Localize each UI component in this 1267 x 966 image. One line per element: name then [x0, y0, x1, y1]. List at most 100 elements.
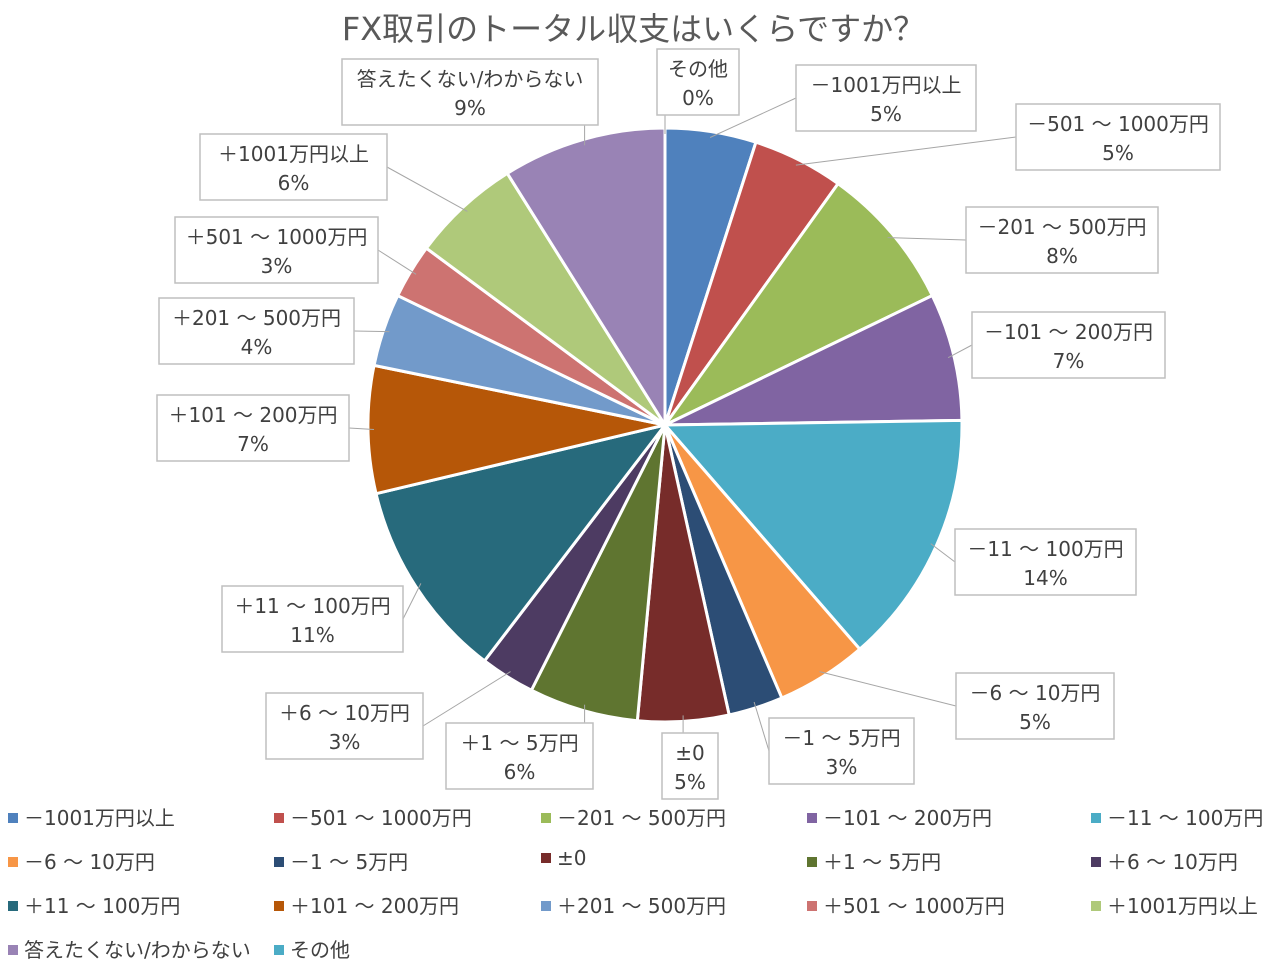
data-label-percent: 3% — [826, 755, 858, 779]
data-label-category: ＋501 ～ 1000万円 — [186, 225, 368, 249]
data-labels: －1001万円以上 5% －501 ～ 1000万円 5% －201 ～ 500万円 8%… — [156, 48, 1221, 800]
legend-item: ＋1001万円以上 — [1091, 890, 1258, 919]
pie-slice — [664, 293, 964, 427]
data-label: その他 0% — [656, 48, 740, 116]
leader-line — [887, 237, 967, 241]
data-label-percent: 6% — [278, 171, 310, 195]
data-label-category: ＋11 ～ 100万円 — [234, 594, 390, 618]
data-label-box — [768, 717, 915, 785]
legend-swatch — [274, 900, 284, 911]
legend-label: その他 — [290, 938, 350, 962]
legend-swatch — [8, 812, 18, 823]
legend-item: ＋201 ～ 500万円 — [541, 890, 726, 919]
data-label: ＋501 ～ 1000万円 3% — [174, 216, 379, 284]
data-label-percent: 9% — [454, 96, 486, 120]
data-label-percent: 14% — [1023, 566, 1067, 590]
legend-item: ＋11 ～ 100万円 — [8, 890, 180, 919]
leader-line — [930, 543, 956, 563]
legend-swatch — [274, 812, 284, 823]
data-label: －501 ～ 1000万円 5% — [1015, 103, 1221, 171]
data-label-category: －501 ～ 1000万円 — [1027, 112, 1209, 136]
leader-line — [795, 136, 1017, 166]
legend-item: －11 ～ 100万円 — [1091, 802, 1263, 831]
legend-item: －501 ～ 1000万円 — [274, 802, 472, 831]
legend-item: ＋6 ～ 10万円 — [1091, 846, 1238, 875]
legend-swatch — [807, 812, 817, 823]
legend-item: ＋501 ～ 1000万円 — [807, 890, 1005, 919]
data-label: －6 ～ 10万円 5% — [955, 672, 1115, 740]
legend-label: ±0 — [557, 846, 587, 870]
legend-label: ＋6 ～ 10万円 — [1107, 850, 1238, 874]
chart-title: FX取引のトータル収支はいくらですか？ — [341, 10, 926, 48]
pie-slice — [663, 181, 935, 427]
data-label-category: －101 ～ 200万円 — [984, 320, 1153, 344]
pie-slice — [505, 126, 667, 431]
legend-label: ＋1 ～ 5万円 — [823, 850, 942, 874]
data-label: ＋1001万円以上 6% — [199, 133, 388, 201]
legend-swatch — [541, 852, 551, 863]
legend-label: －201 ～ 500万円 — [557, 806, 727, 830]
legend-item: －101 ～ 200万円 — [807, 802, 992, 831]
legend-item: －1 ～ 5万円 — [274, 846, 408, 875]
leader-line — [709, 97, 797, 138]
data-label-category: －201 ～ 500万円 — [977, 215, 1146, 239]
data-label-category: －11 ～ 100万円 — [967, 537, 1123, 561]
legend-swatch — [1091, 900, 1101, 911]
data-label: －11 ～ 100万円 14% — [954, 528, 1137, 596]
pie-slice — [661, 418, 964, 652]
legend-label: －101 ～ 200万円 — [823, 806, 993, 830]
legend-swatch — [8, 856, 18, 867]
legend-swatch — [8, 900, 18, 911]
data-label-percent: 3% — [329, 730, 361, 754]
legend-swatch — [1091, 812, 1101, 823]
leader-line — [353, 330, 390, 333]
data-label-percent: 3% — [261, 254, 293, 278]
leader-lines — [348, 97, 1017, 752]
data-label: －1001万円以上 5% — [795, 64, 977, 132]
data-label-box — [955, 672, 1115, 740]
legend-label: ＋501 ～ 1000万円 — [823, 894, 1005, 918]
data-label-category: －6 ～ 10万円 — [970, 681, 1101, 705]
data-label-percent: 7% — [1053, 349, 1085, 373]
data-label-box — [971, 311, 1166, 379]
data-label-box — [156, 394, 350, 462]
legend-item: 答えたくない/わからない — [8, 934, 251, 963]
legend-swatch — [274, 944, 284, 955]
legend-label: ＋1001万円以上 — [1107, 894, 1258, 918]
data-label-box — [174, 216, 379, 284]
data-label: ＋6 ～ 10万円 3% — [265, 692, 424, 760]
legend-label: ＋201 ～ 500万円 — [557, 894, 727, 918]
legend-label: ＋101 ～ 200万円 — [290, 894, 460, 918]
data-label-category: －1 ～ 5万円 — [782, 726, 900, 750]
data-label-percent: 6% — [504, 760, 536, 784]
legend-label: －1 ～ 5万円 — [290, 850, 409, 874]
data-label-percent: 4% — [241, 335, 273, 359]
data-label: ±05% — [661, 732, 719, 800]
legend-swatch — [541, 900, 551, 911]
leader-line — [819, 671, 957, 707]
legend-label: －11 ～ 100万円 — [1107, 806, 1264, 830]
legend-item: ±0 — [541, 846, 586, 870]
data-label-percent: 5% — [1102, 141, 1134, 165]
data-label-percent: 5% — [1019, 710, 1051, 734]
data-label-box — [965, 206, 1159, 274]
data-label-percent: 8% — [1046, 244, 1078, 268]
legend-item: ＋1 ～ 5万円 — [807, 846, 941, 875]
data-label: ＋101 ～ 200万円 7% — [156, 394, 350, 462]
data-label-category: ＋6 ～ 10万円 — [279, 701, 410, 725]
legend-swatch — [807, 856, 817, 867]
data-label-category: その他 — [668, 57, 728, 81]
data-label-box — [656, 48, 740, 116]
data-label-percent: 5% — [674, 770, 706, 794]
slices — [366, 126, 964, 724]
leader-line — [402, 583, 422, 620]
data-label: －101 ～ 200万円 7% — [971, 311, 1166, 379]
data-label-percent: 7% — [237, 432, 269, 456]
data-label: 答えたくない/わからない 9% — [341, 58, 599, 126]
data-label: －1 ～ 5万円 3% — [768, 717, 915, 785]
legend-swatch — [807, 900, 817, 911]
pie-slice — [374, 422, 669, 663]
legend-swatch — [541, 812, 551, 823]
legend-swatch — [8, 944, 18, 955]
data-label-box — [199, 133, 388, 201]
